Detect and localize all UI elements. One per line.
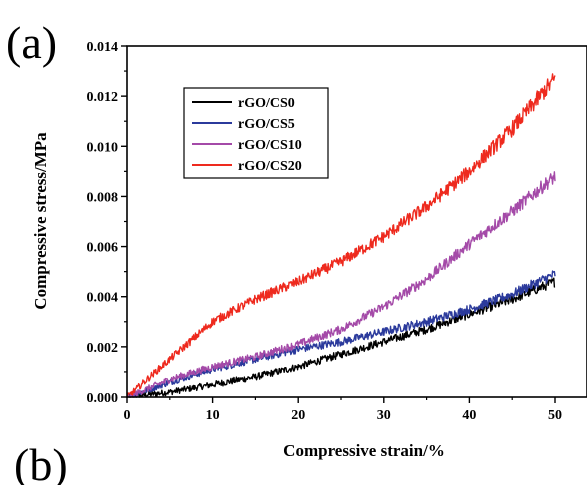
series-line: [126, 277, 556, 398]
x-tick-label: 30: [377, 408, 391, 423]
legend-label: rGO/CS0: [238, 96, 295, 111]
y-tick-label: 0.012: [87, 90, 119, 105]
y-tick-label: 0.010: [87, 140, 119, 155]
legend-label: rGO/CS5: [238, 117, 295, 132]
y-tick-label: 0.014: [87, 40, 119, 55]
series-line: [126, 171, 556, 398]
x-tick-label: 0: [124, 408, 131, 423]
y-tick-label: 0.002: [87, 341, 119, 356]
panel-label-b: (b): [14, 439, 68, 485]
series-rgo-cs20: [126, 73, 556, 397]
y-tick-label: 0.004: [87, 291, 119, 306]
series-rgo-cs5: [126, 270, 556, 398]
x-tick-label: 10: [206, 408, 220, 423]
x-axis: 0 10 20 30 40 50: [124, 397, 562, 423]
x-tick-label: 20: [291, 408, 305, 423]
series-lines: [126, 73, 556, 398]
y-axis: 0.000 0.002 0.004 0.006 0.008 0.010 0.012 0.014: [87, 40, 127, 406]
y-tick-label: 0.000: [87, 391, 119, 406]
legend: rGO/CS0 rGO/CS5 rGO/CS10 rGO/CS20: [183, 87, 329, 179]
y-tick-label: 0.006: [87, 241, 119, 256]
y-tick-label: 0.008: [87, 190, 119, 205]
panel-label-a: (a): [6, 17, 57, 68]
x-axis-title: Compressive strain/%: [283, 441, 445, 460]
legend-label: rGO/CS20: [238, 159, 302, 174]
series-rgo-cs10: [126, 171, 556, 398]
series-rgo-cs0: [126, 277, 556, 398]
y-axis-title: Compressive stress/MPa: [31, 132, 50, 310]
series-line: [126, 73, 556, 397]
x-tick-label: 50: [548, 408, 562, 423]
legend-label: rGO/CS10: [238, 138, 302, 153]
x-tick-label: 40: [462, 408, 476, 423]
series-line: [126, 270, 556, 398]
